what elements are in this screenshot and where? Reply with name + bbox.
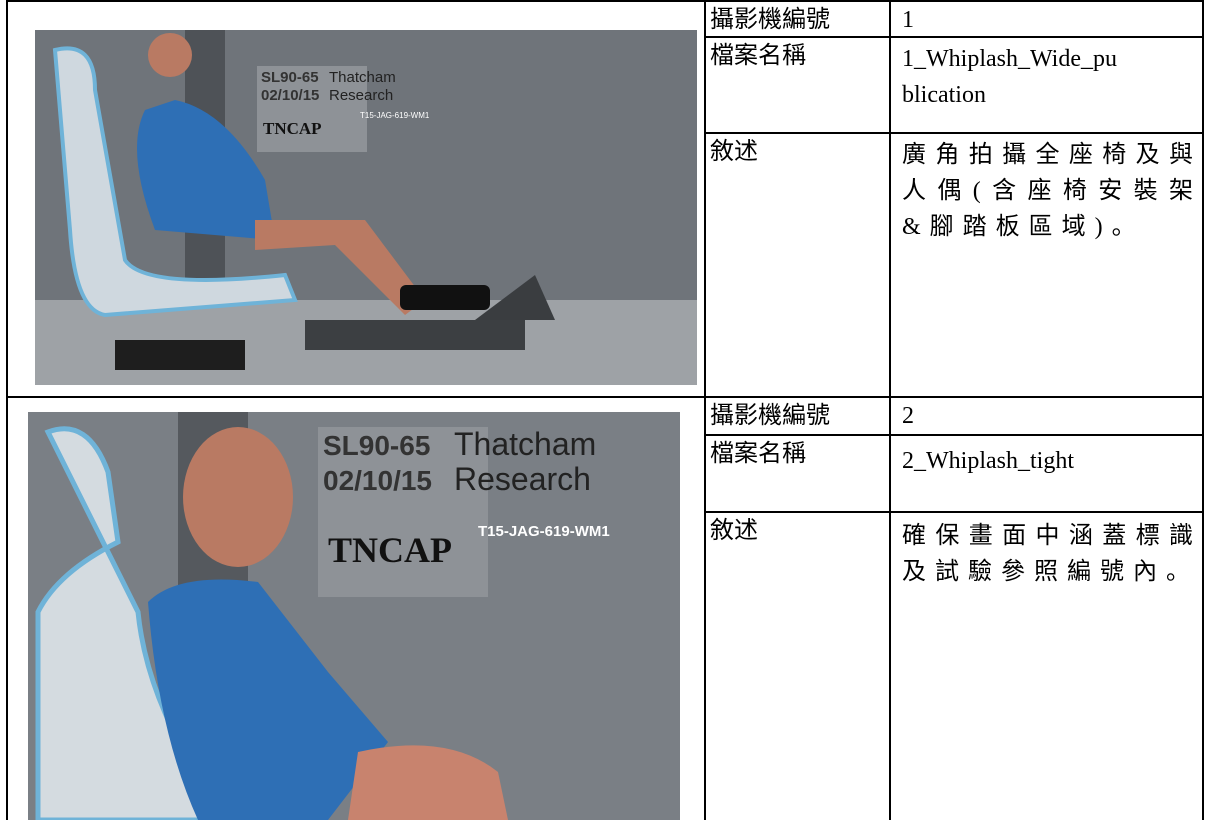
value: 2_Whiplash_tight xyxy=(902,448,1074,474)
label: 攝影機編號 xyxy=(710,403,830,429)
border xyxy=(704,511,1204,513)
value: 2 xyxy=(902,403,914,429)
photo-text: SL90-65 xyxy=(323,430,430,461)
border xyxy=(704,434,1204,436)
label: 檔案名稱 xyxy=(710,43,806,69)
label: 攝影機編號 xyxy=(710,7,830,33)
photo-text: 02/10/15 xyxy=(323,465,432,496)
photo-text: TNCAP xyxy=(328,530,452,570)
border xyxy=(704,132,1204,134)
border xyxy=(1202,0,1204,820)
border xyxy=(6,0,8,820)
label: 檔案名稱 xyxy=(710,441,806,467)
photo-text: 02/10/15 xyxy=(261,87,319,104)
photo-text: T15-JAG-619-WM1 xyxy=(478,523,610,540)
photo-text: T15-JAG-619-WM1 xyxy=(360,111,430,120)
value: 1 xyxy=(902,7,914,33)
label: 敘述 xyxy=(710,518,758,544)
value: 1_Whiplash_Wide_publication xyxy=(902,46,1117,108)
photo-text: TNCAP xyxy=(263,119,322,138)
label: 敘述 xyxy=(710,139,758,165)
border xyxy=(6,0,1204,2)
border xyxy=(704,0,706,820)
border xyxy=(6,396,1204,398)
photo-text: Thatcham xyxy=(454,426,596,462)
value: 確保畫面中涵蓋標識及試驗參照編號內。 xyxy=(902,523,1202,585)
border xyxy=(889,0,891,820)
border xyxy=(704,36,1204,38)
photo: SL90-65 02/10/15 Thatcham Research TNCAP… xyxy=(28,412,680,820)
photo: SL90-65 02/10/15 Thatcham Research TNCAP… xyxy=(35,30,697,385)
photo-text: Research xyxy=(329,87,393,104)
photo-text: Research xyxy=(454,461,591,497)
value: 廣角拍攝全座椅及與人偶(含座椅安裝架&腳踏板區域)。 xyxy=(902,142,1202,240)
photo-text: Thatcham xyxy=(329,69,396,86)
photo-text: SL90-65 xyxy=(261,69,319,86)
